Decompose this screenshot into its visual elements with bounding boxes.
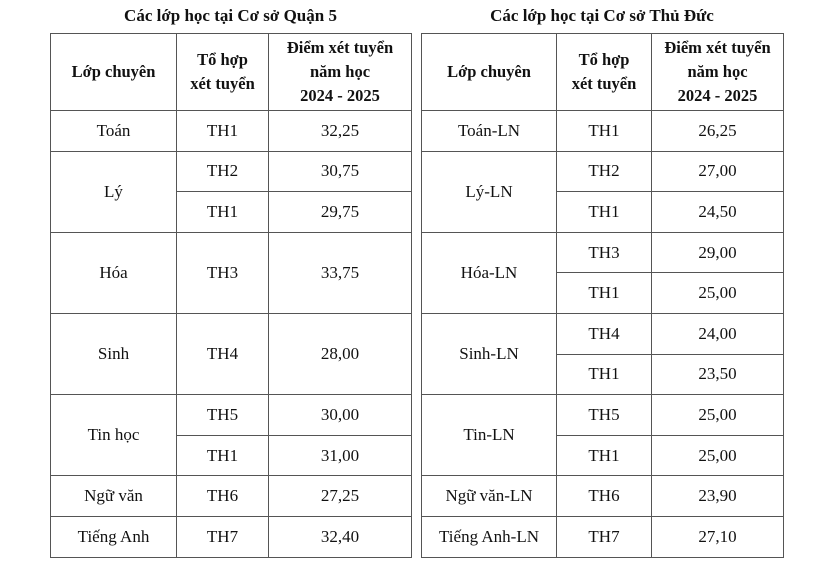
score-cell: 32,25 — [269, 111, 412, 152]
combo-cell: TH3 — [557, 232, 652, 274]
right-table-title: Các lớp học tại Cơ sở Thủ Đức — [490, 6, 714, 25]
combo-cell: TH3 — [177, 232, 269, 314]
class-cell: Hóa — [51, 232, 177, 314]
score-cell: 27,00 — [652, 151, 784, 193]
header-combo-line: xét tuyển — [190, 74, 255, 93]
class-cell: Ngữ văn — [51, 476, 177, 517]
combo-cell: TH7 — [557, 516, 652, 558]
header-class: Lớp chuyên — [51, 34, 177, 111]
header-class-text: Lớp chuyên — [71, 62, 156, 81]
class-cell: Tiếng Anh-LN — [422, 516, 557, 558]
header-class: Lớp chuyên — [422, 34, 557, 111]
class-cell: Toán-LN — [422, 111, 557, 152]
combo-cell: TH5 — [557, 395, 652, 436]
score-cell: 27,25 — [269, 476, 412, 517]
class-cell: Tin-LN — [422, 395, 557, 477]
combo-cell: TH1 — [557, 273, 652, 314]
combo-cell: TH1 — [557, 354, 652, 396]
score-cell: 31,00 — [269, 435, 412, 477]
class-cell: Sinh — [51, 313, 177, 396]
header-score-line: 2024 - 2025 — [300, 86, 380, 105]
header-combo-line: xét tuyển — [571, 74, 637, 93]
class-cell: Sinh-LN — [422, 313, 557, 396]
score-cell: 30,00 — [269, 395, 412, 436]
class-cell: Ngữ văn-LN — [422, 476, 557, 517]
combo-cell: TH1 — [557, 111, 652, 152]
header-score: Điểm xét tuyển năm học 2024 - 2025 — [652, 34, 784, 111]
score-cell: 26,25 — [652, 111, 784, 152]
combo-cell: TH6 — [177, 476, 269, 517]
combo-cell: TH1 — [177, 435, 269, 477]
combo-cell: TH5 — [177, 395, 269, 436]
combo-cell: TH4 — [557, 313, 652, 355]
header-score-line: 2024 - 2025 — [677, 86, 758, 105]
combo-cell: TH6 — [557, 476, 652, 517]
score-cell: 25,00 — [652, 435, 784, 477]
score-cell: 25,00 — [652, 395, 784, 436]
score-cell: 24,00 — [652, 313, 784, 355]
header-score: Điểm xét tuyển năm học 2024 - 2025 — [269, 34, 412, 111]
score-cell: 30,75 — [269, 151, 412, 193]
score-cell: 25,00 — [652, 273, 784, 314]
combo-cell: TH2 — [177, 151, 269, 193]
score-cell: 32,40 — [269, 516, 412, 558]
header-score-line: Điểm xét tuyển — [286, 38, 394, 57]
score-cell: 33,75 — [269, 232, 412, 314]
header-combo: Tổ hợp xét tuyển — [177, 34, 269, 111]
class-cell: Toán — [51, 111, 177, 152]
header-score-line: năm học — [687, 62, 748, 81]
class-cell: Tin học — [51, 395, 177, 477]
score-cell: 23,90 — [652, 476, 784, 517]
header-score-line: năm học — [309, 62, 371, 81]
combo-cell: TH7 — [177, 516, 269, 558]
header-combo: Tổ hợp xét tuyển — [557, 34, 652, 111]
header-score-line: Điểm xét tuyển — [664, 38, 771, 57]
class-cell: Tiếng Anh — [51, 516, 177, 558]
header-combo-line: Tổ hợp — [197, 50, 248, 69]
combo-cell: TH1 — [557, 435, 652, 477]
score-cell: 29,00 — [652, 232, 784, 274]
score-cell: 28,00 — [269, 313, 412, 396]
score-cell: 24,50 — [652, 192, 784, 233]
combo-cell: TH1 — [177, 192, 269, 233]
combo-cell: TH4 — [177, 313, 269, 396]
score-cell: 27,10 — [652, 516, 784, 558]
combo-cell: TH2 — [557, 151, 652, 193]
score-cell: 23,50 — [652, 354, 784, 396]
combo-cell: TH1 — [177, 111, 269, 152]
left-table-title: Các lớp học tại Cơ sở Quận 5 — [124, 6, 337, 25]
left-admission-table: Lớp chuyên Tổ hợp xét tuyển Điểm xét tuyể… — [50, 33, 412, 558]
class-cell: Hóa-LN — [422, 232, 557, 314]
right-admission-table: Lớp chuyên Tổ hợp xét tuyển Điểm xét tuyể… — [421, 33, 784, 558]
header-class-text: Lớp chuyên — [447, 62, 531, 81]
combo-cell: TH1 — [557, 192, 652, 233]
class-cell: Lý-LN — [422, 151, 557, 233]
score-cell: 29,75 — [269, 192, 412, 233]
class-cell: Lý — [51, 151, 177, 233]
header-combo-line: Tổ hợp — [578, 50, 630, 69]
